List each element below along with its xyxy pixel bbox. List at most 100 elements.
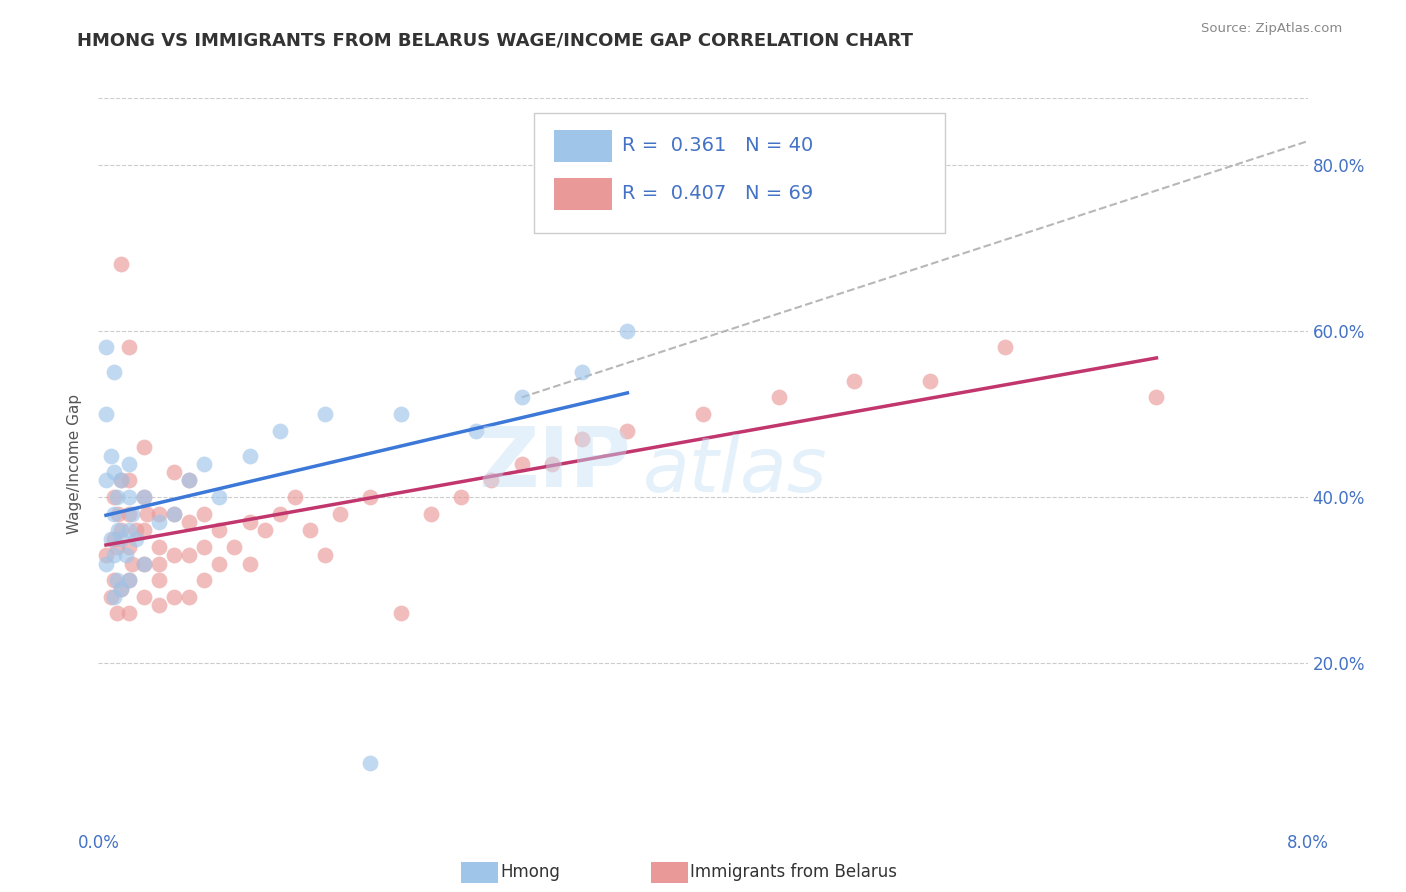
- Point: [94, 557, 117, 571]
- Point: [118, 507, 141, 521]
- Point: [132, 557, 155, 571]
- Point: [148, 515, 170, 529]
- Point: [269, 424, 291, 438]
- Point: [114, 548, 136, 563]
- Point: [994, 341, 1017, 355]
- Point: [193, 457, 215, 471]
- Point: [103, 573, 125, 587]
- Point: [918, 374, 941, 388]
- Point: [692, 407, 714, 421]
- Point: [148, 540, 170, 554]
- Point: [118, 341, 141, 355]
- Point: [118, 490, 141, 504]
- Point: [103, 507, 125, 521]
- Point: [118, 540, 141, 554]
- Point: [329, 507, 352, 521]
- Point: [103, 365, 125, 379]
- Point: [360, 756, 382, 770]
- Point: [193, 507, 215, 521]
- Point: [118, 457, 141, 471]
- Point: [103, 532, 125, 546]
- Point: [193, 540, 215, 554]
- Point: [193, 573, 215, 587]
- Point: [208, 524, 231, 538]
- Point: [118, 573, 141, 587]
- Text: atlas: atlas: [643, 434, 827, 508]
- Point: [510, 390, 533, 404]
- Text: R =  0.361   N = 40: R = 0.361 N = 40: [621, 136, 813, 155]
- Point: [110, 257, 132, 271]
- Point: [118, 474, 141, 488]
- Point: [540, 457, 562, 471]
- Point: [299, 524, 322, 538]
- Point: [208, 557, 231, 571]
- Point: [100, 449, 122, 463]
- Point: [284, 490, 307, 504]
- Point: [148, 507, 170, 521]
- Text: Hmong: Hmong: [501, 863, 561, 881]
- Point: [450, 490, 472, 504]
- Point: [94, 474, 117, 488]
- Point: [132, 524, 155, 538]
- Point: [118, 573, 141, 587]
- Point: [571, 432, 593, 446]
- Point: [420, 507, 443, 521]
- Point: [118, 607, 141, 621]
- Point: [179, 474, 201, 488]
- Point: [110, 474, 132, 488]
- Point: [105, 573, 128, 587]
- Point: [163, 507, 186, 521]
- Y-axis label: Wage/Income Gap: Wage/Income Gap: [67, 393, 83, 534]
- Point: [314, 548, 336, 563]
- Point: [481, 474, 503, 488]
- Point: [389, 407, 412, 421]
- Point: [103, 490, 125, 504]
- Point: [1146, 390, 1168, 404]
- Point: [105, 540, 128, 554]
- Point: [103, 548, 125, 563]
- Point: [125, 532, 148, 546]
- Point: [110, 524, 132, 538]
- Point: [110, 474, 132, 488]
- Text: R =  0.407   N = 69: R = 0.407 N = 69: [621, 184, 813, 202]
- Point: [224, 540, 246, 554]
- FancyBboxPatch shape: [554, 178, 613, 210]
- Point: [269, 507, 291, 521]
- Point: [389, 607, 412, 621]
- Point: [148, 557, 170, 571]
- Point: [253, 524, 276, 538]
- Point: [132, 557, 155, 571]
- Point: [208, 490, 231, 504]
- Point: [118, 524, 141, 538]
- Point: [132, 440, 155, 454]
- Point: [360, 490, 382, 504]
- Point: [105, 490, 128, 504]
- FancyBboxPatch shape: [554, 130, 613, 162]
- Point: [314, 407, 336, 421]
- Point: [100, 590, 122, 604]
- Point: [107, 507, 129, 521]
- Point: [132, 490, 155, 504]
- Point: [510, 457, 533, 471]
- Point: [105, 607, 128, 621]
- Point: [768, 390, 790, 404]
- Point: [844, 374, 866, 388]
- Point: [103, 465, 125, 479]
- Point: [121, 557, 143, 571]
- Point: [94, 548, 117, 563]
- Point: [121, 507, 143, 521]
- Point: [179, 515, 201, 529]
- Text: Source: ZipAtlas.com: Source: ZipAtlas.com: [1202, 22, 1343, 36]
- Point: [163, 507, 186, 521]
- Point: [110, 532, 132, 546]
- Point: [103, 590, 125, 604]
- Point: [125, 524, 148, 538]
- Point: [179, 548, 201, 563]
- Point: [110, 582, 132, 596]
- Text: ZIP: ZIP: [478, 424, 630, 504]
- Point: [148, 573, 170, 587]
- Point: [148, 598, 170, 612]
- FancyBboxPatch shape: [534, 112, 945, 234]
- Point: [239, 515, 262, 529]
- Point: [179, 474, 201, 488]
